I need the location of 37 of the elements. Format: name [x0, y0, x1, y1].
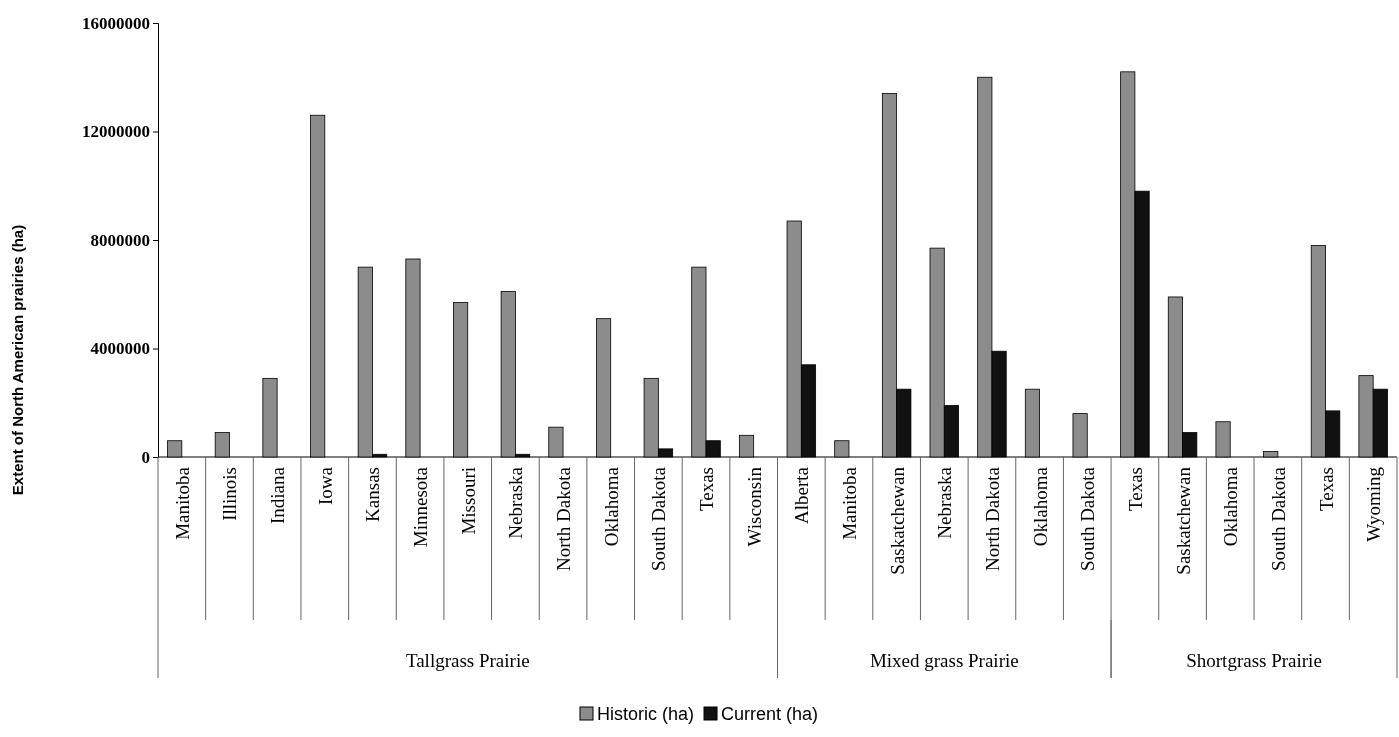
x-tick-label: Kansas: [362, 467, 384, 522]
x-tick-label: Texas: [1315, 467, 1337, 512]
x-tick-label: Oklahoma: [600, 466, 622, 547]
x-tick-label: Manitoba: [838, 466, 860, 540]
x-tick-label: Oklahoma: [1220, 466, 1242, 547]
x-tick-label: North Dakota: [553, 466, 575, 571]
x-tick-label: Saskatchewan: [886, 466, 908, 575]
y-axis-title: Extent of North American prairies (ha): [9, 224, 26, 496]
x-tick-label: Minnesota: [410, 466, 432, 548]
x-tick-label: Texas: [696, 467, 718, 512]
x-tick-label: Nebraska: [505, 466, 527, 539]
y-tick-label: 16000000: [82, 13, 150, 33]
legend-label: Historic (ha): [597, 704, 695, 724]
x-tick-label: Alberta: [791, 466, 813, 524]
x-tick-label: Illinois: [219, 467, 241, 521]
text: Tallgrass Prairie: [405, 650, 530, 671]
y-tick-label: 12000000: [82, 122, 150, 142]
y-tick-label: 4000000: [90, 339, 150, 359]
x-tick-label: South Dakota: [1267, 466, 1289, 571]
x-tick-label: South Dakota: [648, 466, 670, 571]
y-tick-label: 8000000: [90, 230, 150, 250]
x-tick-label: Missouri: [457, 467, 479, 535]
text: Mixed grass Prairie: [869, 650, 1019, 671]
legend-label: Current (ha): [721, 704, 819, 724]
x-tick-label: Nebraska: [934, 466, 956, 539]
x-tick-label: North Dakota: [981, 466, 1003, 571]
x-tick-label: Oklahoma: [1029, 466, 1051, 547]
text: Shortgrass Prairie: [1186, 650, 1322, 671]
x-tick-label: Indiana: [267, 466, 289, 524]
x-tick-label: Manitoba: [171, 466, 193, 540]
x-tick-label: Wisconsin: [743, 466, 765, 547]
x-tick-label: Saskatchewan: [1172, 466, 1194, 575]
x-tick-label: Texas: [1124, 467, 1146, 512]
y-tick-label: 0: [141, 447, 150, 467]
x-tick-label: South Dakota: [1077, 466, 1099, 571]
x-tick-label: Iowa: [314, 466, 336, 505]
x-tick-label: Wyoming: [1363, 466, 1385, 542]
